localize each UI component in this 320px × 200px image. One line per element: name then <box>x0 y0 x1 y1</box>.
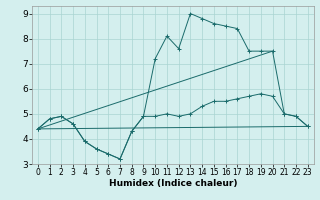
X-axis label: Humidex (Indice chaleur): Humidex (Indice chaleur) <box>108 179 237 188</box>
